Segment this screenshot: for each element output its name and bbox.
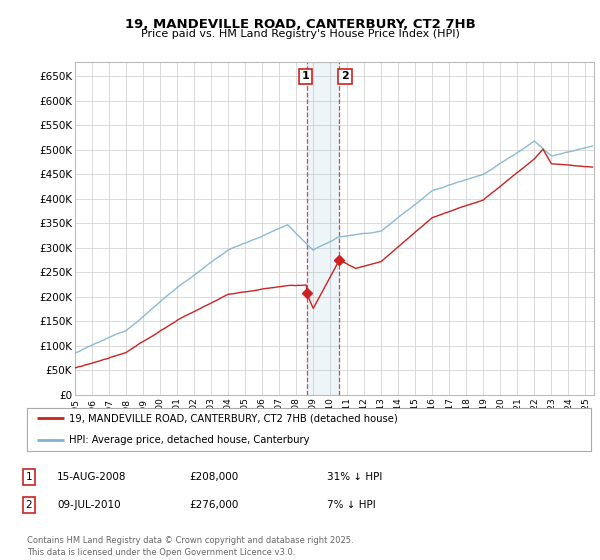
Text: 31% ↓ HPI: 31% ↓ HPI [327,472,382,482]
Text: 19, MANDEVILLE ROAD, CANTERBURY, CT2 7HB (detached house): 19, MANDEVILLE ROAD, CANTERBURY, CT2 7HB… [70,413,398,423]
Text: Contains HM Land Registry data © Crown copyright and database right 2025.
This d: Contains HM Land Registry data © Crown c… [27,536,353,557]
Text: 19, MANDEVILLE ROAD, CANTERBURY, CT2 7HB: 19, MANDEVILLE ROAD, CANTERBURY, CT2 7HB [125,18,475,31]
Text: HPI: Average price, detached house, Canterbury: HPI: Average price, detached house, Cant… [70,435,310,445]
Text: 15-AUG-2008: 15-AUG-2008 [57,472,127,482]
Text: 2: 2 [25,500,32,510]
Text: 09-JUL-2010: 09-JUL-2010 [57,500,121,510]
Text: £276,000: £276,000 [189,500,238,510]
Bar [307,62,339,395]
Text: Price paid vs. HM Land Registry's House Price Index (HPI): Price paid vs. HM Land Registry's House … [140,29,460,39]
Text: 2: 2 [341,71,349,81]
Text: 7% ↓ HPI: 7% ↓ HPI [327,500,376,510]
Text: £208,000: £208,000 [189,472,238,482]
Text: 1: 1 [301,71,309,81]
Text: 1: 1 [25,472,32,482]
